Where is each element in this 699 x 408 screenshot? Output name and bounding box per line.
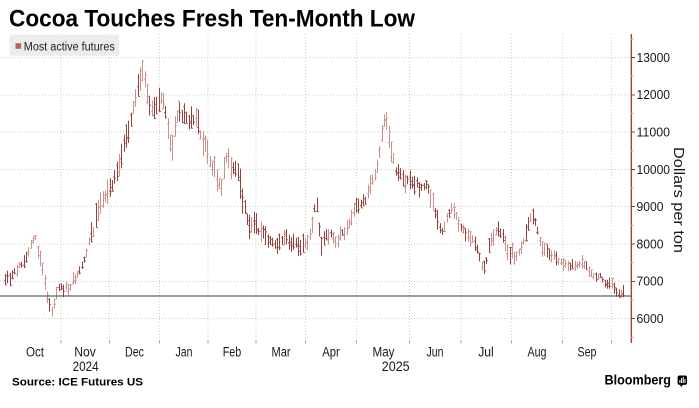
svg-text:Apr: Apr	[322, 344, 340, 359]
svg-text:2025: 2025	[382, 359, 410, 374]
svg-text:Aug: Aug	[528, 344, 547, 359]
svg-text:2024: 2024	[73, 359, 99, 374]
svg-text:Source: ICE Futures US: Source: ICE Futures US	[12, 376, 143, 388]
svg-text:Sep: Sep	[578, 344, 597, 359]
svg-text:10000: 10000	[637, 162, 671, 177]
svg-text:Feb: Feb	[223, 344, 242, 359]
svg-text:Jul: Jul	[478, 344, 494, 359]
svg-text:Nov: Nov	[74, 344, 96, 359]
svg-text:6000: 6000	[637, 311, 664, 326]
svg-text:Oct: Oct	[26, 344, 44, 359]
svg-text:Dec: Dec	[125, 344, 144, 359]
svg-text:11000: 11000	[637, 125, 671, 140]
svg-text:Cocoa Touches Fresh Ten-Month: Cocoa Touches Fresh Ten-Month Low	[9, 6, 416, 33]
svg-text:Bloomberg: Bloomberg	[605, 372, 672, 388]
svg-text:Jun: Jun	[427, 344, 444, 359]
svg-text:Dollars per ton: Dollars per ton	[670, 147, 686, 253]
svg-text:13000: 13000	[637, 50, 671, 65]
svg-text:12000: 12000	[637, 87, 671, 102]
svg-text:Most active futures: Most active futures	[24, 42, 115, 54]
svg-text:May: May	[373, 344, 395, 359]
svg-text:Mar: Mar	[272, 344, 291, 359]
svg-text:8000: 8000	[637, 236, 664, 251]
svg-text:9000: 9000	[637, 199, 664, 214]
svg-text:7000: 7000	[637, 274, 664, 289]
svg-text:Jan: Jan	[176, 344, 193, 359]
